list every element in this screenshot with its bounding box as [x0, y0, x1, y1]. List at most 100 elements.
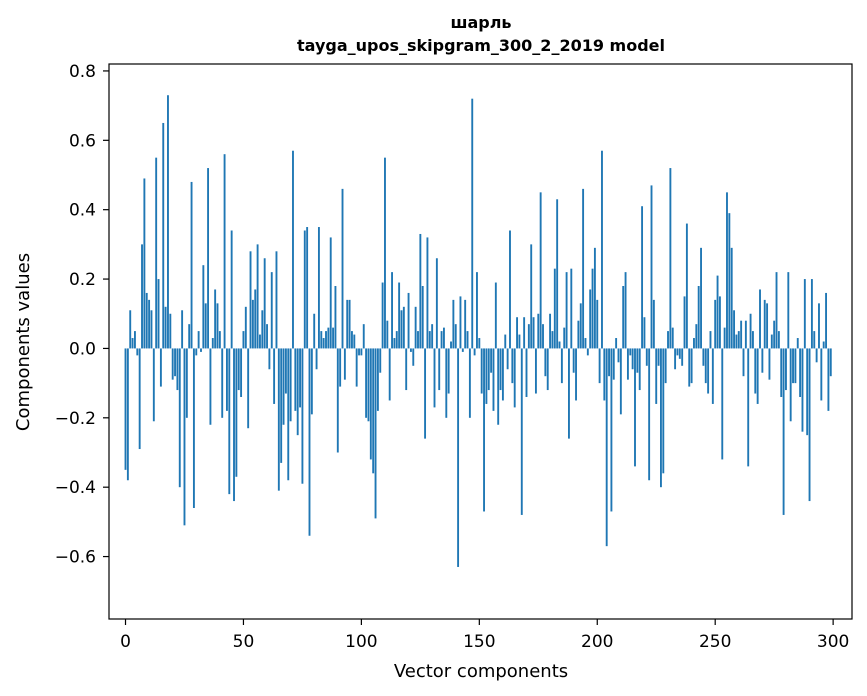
bar [610, 348, 613, 512]
bar [742, 348, 745, 377]
bar [681, 348, 684, 366]
bar [254, 289, 257, 349]
x-axis-ticks: 0 50 100 150 200 250 300 [120, 619, 849, 652]
bar [723, 327, 726, 349]
bar [645, 348, 648, 366]
bar [478, 338, 481, 349]
bar [468, 348, 471, 418]
bar [532, 317, 535, 349]
bar [457, 348, 460, 567]
bar [417, 331, 419, 349]
bar [343, 348, 346, 380]
bar [737, 331, 740, 349]
bar [605, 348, 608, 547]
bar [249, 251, 252, 349]
bar [143, 178, 146, 349]
bar [690, 348, 693, 384]
bar [678, 348, 681, 359]
bar [209, 348, 212, 425]
bar [539, 192, 542, 349]
bar [780, 348, 783, 397]
bar [575, 348, 577, 401]
plot-frame [108, 63, 853, 620]
bar [558, 341, 561, 349]
bar [282, 348, 285, 425]
bar [702, 348, 705, 366]
bar [379, 348, 382, 373]
bar [223, 154, 226, 349]
bar [202, 265, 205, 349]
bar [572, 348, 575, 373]
bar [749, 313, 752, 349]
x-tick-label: 50 [233, 632, 255, 652]
bar [381, 282, 384, 349]
bar [546, 348, 549, 391]
bar [777, 331, 780, 349]
bar [325, 331, 327, 349]
bar [636, 348, 639, 373]
bar [513, 348, 516, 408]
bar [721, 348, 724, 460]
bar [827, 348, 830, 411]
bar [542, 324, 544, 349]
bar [586, 348, 589, 356]
y-tick-label: 0.8 [69, 62, 96, 82]
bar [492, 348, 495, 411]
bar [487, 348, 490, 391]
bar [461, 348, 464, 352]
bar [728, 213, 731, 349]
bar [506, 348, 509, 370]
bar [820, 348, 823, 401]
bar [553, 268, 556, 349]
bar [650, 185, 653, 349]
bar [145, 292, 148, 349]
x-tick-label: 300 [817, 632, 849, 652]
bar [247, 348, 250, 429]
bar [270, 272, 273, 349]
bar [162, 122, 165, 349]
bar [251, 299, 254, 349]
bar [697, 286, 700, 349]
bar [601, 150, 603, 349]
bar [244, 306, 247, 349]
bar [341, 188, 344, 349]
bar [704, 348, 707, 384]
bar [353, 334, 356, 349]
bar [766, 303, 769, 349]
bar [426, 237, 429, 349]
bar [230, 230, 233, 349]
bar [560, 348, 563, 384]
bar [320, 331, 323, 349]
bar [376, 348, 379, 411]
bar [796, 338, 799, 349]
bar [494, 282, 497, 349]
bar [360, 348, 363, 356]
bar [622, 286, 625, 349]
bar [747, 348, 750, 467]
bar [688, 348, 691, 387]
bar [570, 268, 573, 349]
bar [695, 324, 698, 349]
bar [136, 348, 139, 356]
bar [643, 317, 646, 349]
bar [794, 348, 797, 384]
bar [792, 348, 794, 384]
bar [280, 348, 283, 463]
bar [497, 348, 500, 425]
bar [693, 338, 695, 349]
bar [355, 348, 358, 387]
bar [473, 348, 476, 356]
bar [301, 348, 304, 484]
bar [292, 150, 294, 349]
bar [372, 348, 375, 474]
bar [256, 244, 259, 349]
bar [435, 258, 438, 349]
bar [197, 331, 200, 349]
bar [657, 348, 660, 366]
bar [362, 324, 365, 349]
bar [818, 303, 820, 349]
bar [655, 348, 658, 404]
y-tick-label: 0.0 [69, 339, 96, 359]
bar [711, 348, 714, 404]
bar [730, 247, 733, 349]
